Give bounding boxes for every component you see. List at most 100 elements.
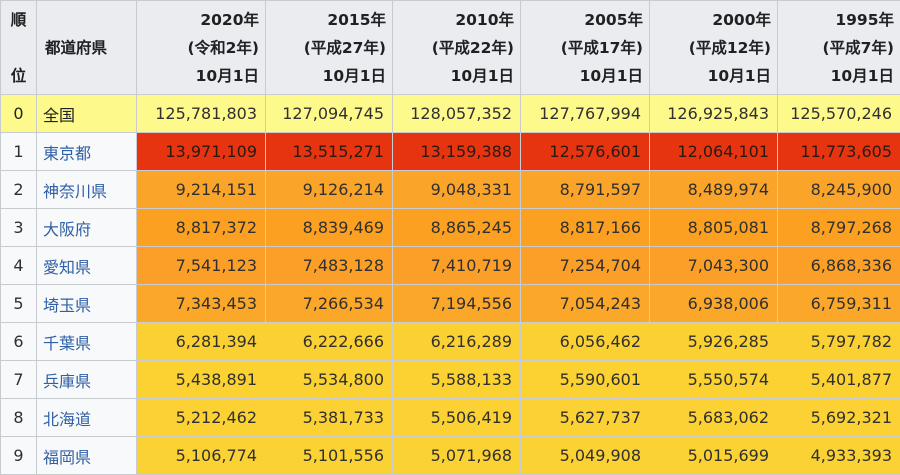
population-cell: 5,926,285 <box>650 323 778 361</box>
prefecture-header[interactable]: 都道府県 <box>37 1 137 95</box>
prefecture-cell: 千葉県 <box>37 323 137 361</box>
table-row: 7 兵庫県 5,438,891 5,534,800 5,588,133 5,59… <box>1 361 900 399</box>
rank-header[interactable]: 順 位 <box>1 1 37 95</box>
table-row: 3 大阪府 8,817,372 8,839,469 8,865,245 8,81… <box>1 209 900 247</box>
prefecture-cell: 東京都 <box>37 133 137 171</box>
prefecture-link[interactable]: 東京都 <box>43 144 91 163</box>
population-cell: 8,245,900 <box>778 171 900 209</box>
population-cell: 5,101,556 <box>266 437 393 475</box>
header-row: 順 位 都道府県 2020年 (令和2年) 10月1日 2015年 (平成27年… <box>1 1 900 95</box>
population-cell: 5,797,782 <box>778 323 900 361</box>
population-cell: 6,759,311 <box>778 285 900 323</box>
population-cell: 5,212,462 <box>137 399 266 437</box>
population-cell: 6,056,462 <box>521 323 650 361</box>
rank-cell: 1 <box>1 133 37 171</box>
prefecture-link[interactable]: 埼玉県 <box>43 296 91 315</box>
year-header-date: 10月1日 <box>143 62 259 90</box>
population-cell: 7,541,123 <box>137 247 266 285</box>
prefecture-cell: 大阪府 <box>37 209 137 247</box>
prefecture-link[interactable]: 北海道 <box>43 410 91 429</box>
population-cell: 5,506,419 <box>393 399 521 437</box>
population-cell: 127,094,745 <box>266 95 393 133</box>
table-row: 6 千葉県 6,281,394 6,222,666 6,216,289 6,05… <box>1 323 900 361</box>
population-cell: 5,106,774 <box>137 437 266 475</box>
population-cell: 8,489,974 <box>650 171 778 209</box>
population-cell: 5,015,699 <box>650 437 778 475</box>
population-cell: 8,839,469 <box>266 209 393 247</box>
population-cell: 7,266,534 <box>266 285 393 323</box>
population-cell: 127,767,994 <box>521 95 650 133</box>
prefecture-link[interactable]: 大阪府 <box>43 220 91 239</box>
table-row: 9 福岡県 5,106,774 5,101,556 5,071,968 5,04… <box>1 437 900 475</box>
population-cell: 9,126,214 <box>266 171 393 209</box>
rank-cell: 5 <box>1 285 37 323</box>
prefecture-link[interactable]: 愛知県 <box>43 258 91 277</box>
year-header-date: 10月1日 <box>784 62 894 90</box>
population-cell: 11,773,605 <box>778 133 900 171</box>
rank-cell: 6 <box>1 323 37 361</box>
population-cell: 8,817,166 <box>521 209 650 247</box>
prefecture-cell: 神奈川県 <box>37 171 137 209</box>
year-header[interactable]: 1995年 (平成7年) 10月1日 <box>778 1 900 95</box>
population-cell: 6,222,666 <box>266 323 393 361</box>
prefecture-link[interactable]: 千葉県 <box>43 334 91 353</box>
rank-cell: 3 <box>1 209 37 247</box>
year-header-year: 2015年 <box>272 6 386 34</box>
population-cell: 5,627,737 <box>521 399 650 437</box>
population-cell: 9,048,331 <box>393 171 521 209</box>
year-header[interactable]: 2000年 (平成12年) 10月1日 <box>650 1 778 95</box>
population-cell: 13,971,109 <box>137 133 266 171</box>
rank-cell: 0 <box>1 95 37 133</box>
year-header-year: 2010年 <box>399 6 514 34</box>
population-cell: 7,194,556 <box>393 285 521 323</box>
population-cell: 9,214,151 <box>137 171 266 209</box>
population-cell: 6,938,006 <box>650 285 778 323</box>
population-cell: 8,797,268 <box>778 209 900 247</box>
year-header-era: (平成27年) <box>272 34 386 62</box>
year-header[interactable]: 2010年 (平成22年) 10月1日 <box>393 1 521 95</box>
population-cell: 6,868,336 <box>778 247 900 285</box>
prefecture-link[interactable]: 福岡県 <box>43 448 91 467</box>
rank-cell: 8 <box>1 399 37 437</box>
population-cell: 5,381,733 <box>266 399 393 437</box>
population-cell: 8,791,597 <box>521 171 650 209</box>
population-cell: 7,043,300 <box>650 247 778 285</box>
population-cell: 7,483,128 <box>266 247 393 285</box>
population-cell: 5,692,321 <box>778 399 900 437</box>
table-row: 5 埼玉県 7,343,453 7,266,534 7,194,556 7,05… <box>1 285 900 323</box>
population-cell: 5,071,968 <box>393 437 521 475</box>
population-cell: 8,817,372 <box>137 209 266 247</box>
table-row: 8 北海道 5,212,462 5,381,733 5,506,419 5,62… <box>1 399 900 437</box>
rank-cell: 7 <box>1 361 37 399</box>
population-cell: 5,550,574 <box>650 361 778 399</box>
population-cell: 13,515,271 <box>266 133 393 171</box>
prefecture-header-label: 都道府県 <box>45 39 107 57</box>
table-row-national-total: 0 全国 125,781,803 127,094,745 128,057,352… <box>1 95 900 133</box>
population-cell: 13,159,388 <box>393 133 521 171</box>
population-cell: 125,781,803 <box>137 95 266 133</box>
prefecture-cell: 北海道 <box>37 399 137 437</box>
prefecture-link[interactable]: 兵庫県 <box>43 372 91 391</box>
year-header-era: (令和2年) <box>143 34 259 62</box>
population-cell: 5,438,891 <box>137 361 266 399</box>
population-cell: 5,588,133 <box>393 361 521 399</box>
table-row: 2 神奈川県 9,214,151 9,126,214 9,048,331 8,7… <box>1 171 900 209</box>
year-header-year: 2000年 <box>656 6 771 34</box>
rank-cell: 9 <box>1 437 37 475</box>
year-header-date: 10月1日 <box>399 62 514 90</box>
year-header[interactable]: 2020年 (令和2年) 10月1日 <box>137 1 266 95</box>
population-cell: 6,281,394 <box>137 323 266 361</box>
population-cell: 7,054,243 <box>521 285 650 323</box>
year-header-era: (平成7年) <box>784 34 894 62</box>
population-cell: 5,534,800 <box>266 361 393 399</box>
year-header-date: 10月1日 <box>272 62 386 90</box>
year-header[interactable]: 2015年 (平成27年) 10月1日 <box>266 1 393 95</box>
prefecture-link[interactable]: 神奈川県 <box>43 182 107 201</box>
year-header-era: (平成12年) <box>656 34 771 62</box>
population-cell: 125,570,246 <box>778 95 900 133</box>
population-cell: 5,683,062 <box>650 399 778 437</box>
year-header[interactable]: 2005年 (平成17年) 10月1日 <box>521 1 650 95</box>
year-header-year: 2005年 <box>527 6 643 34</box>
population-cell: 4,933,393 <box>778 437 900 475</box>
